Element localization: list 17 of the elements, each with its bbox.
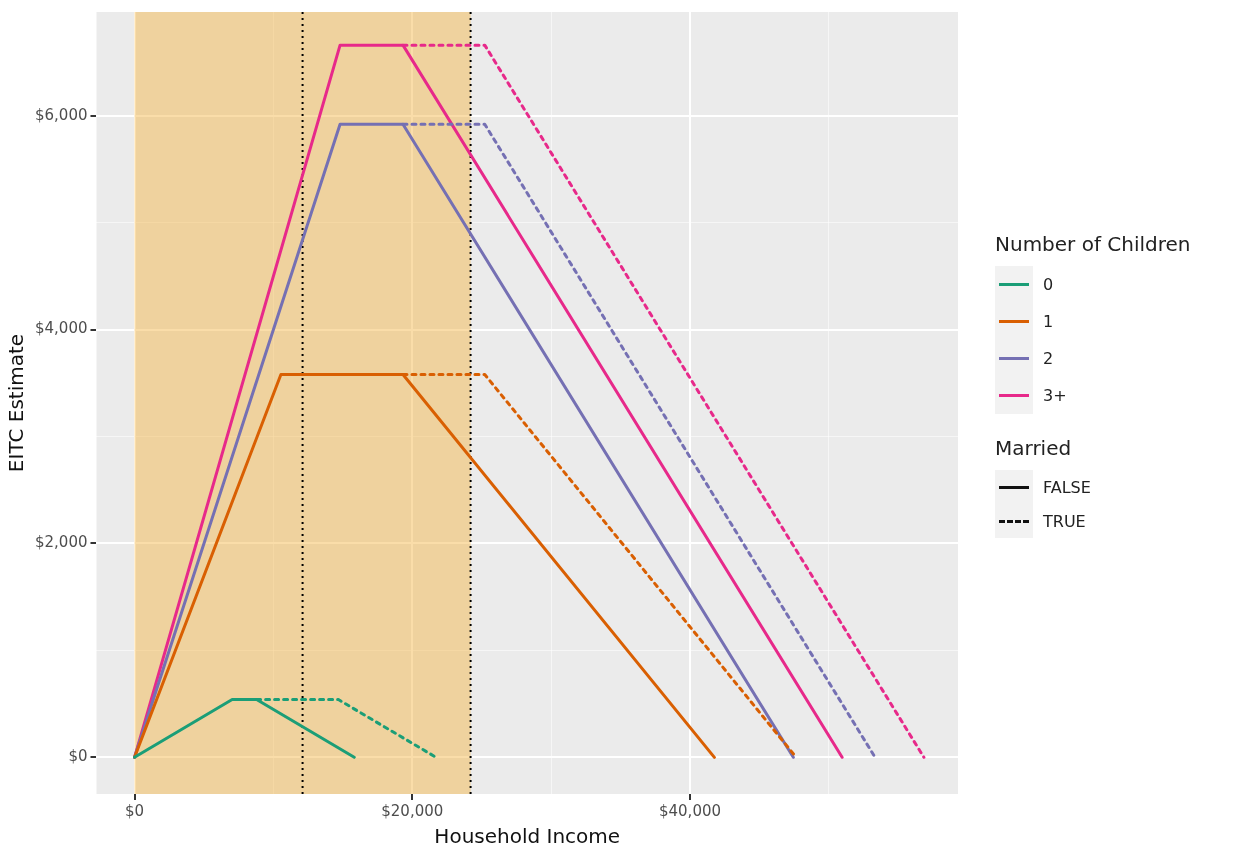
y-tick-label: $4,000 xyxy=(34,319,88,338)
text: TRUE xyxy=(1043,511,1086,531)
legend-title: Number of Children xyxy=(995,232,1191,256)
legend-label: 2 xyxy=(1043,349,1054,368)
text: FALSE xyxy=(1043,477,1091,497)
y-axis-title: EITC Estimate xyxy=(4,333,29,473)
legend-label: 0 xyxy=(1043,275,1054,294)
y-tick-label: $6,000 xyxy=(34,105,88,124)
x-tick-label: $0 xyxy=(125,801,145,820)
x-tick-label: $20,000 xyxy=(381,801,444,820)
x-tick-label: $40,000 xyxy=(658,801,722,820)
x-axis-title: Household Income xyxy=(434,824,621,849)
legend-label: 1 xyxy=(1043,312,1054,331)
y-tick-label: $2,000 xyxy=(34,533,88,552)
text: Married xyxy=(995,436,1073,460)
legend-label: 3+ xyxy=(1043,386,1067,405)
y-tick-label: $0 xyxy=(68,747,88,766)
